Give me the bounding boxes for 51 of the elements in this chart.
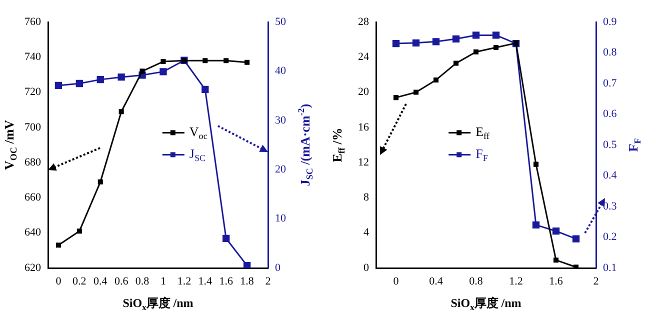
y2-tick-label: 0.6 xyxy=(603,108,618,120)
y2-axis-title: JSC /(mA·cm-2) xyxy=(296,104,314,186)
x-tick-label: 0.8 xyxy=(135,275,150,288)
x-tick-label: 0.4 xyxy=(94,275,108,288)
y-axis-title: Eff /% xyxy=(329,128,346,162)
y2-tick-label: 0.1 xyxy=(603,262,617,274)
x-tick-label: 1.4 xyxy=(198,275,213,288)
x-tick-label: 0.6 xyxy=(114,275,129,288)
x-tick-label: 1.2 xyxy=(177,275,192,288)
x-tick-label: 1.8 xyxy=(240,275,254,288)
y-tick-label: 720 xyxy=(24,86,42,98)
y-tick-label: 0 xyxy=(364,262,370,274)
y-axis-title: VOC /mV xyxy=(1,119,18,170)
y2-tick-label: 0.2 xyxy=(603,231,617,244)
y-tick-label: 28 xyxy=(358,16,370,28)
y-tick-label: 760 xyxy=(24,16,42,28)
y2-tick-label: 10 xyxy=(275,212,286,225)
y2-tick-label: 0.9 xyxy=(603,16,618,28)
y-tick-label: 4 xyxy=(364,226,370,239)
y2-tick-label: 0 xyxy=(275,262,281,274)
y2-tick-label: 0.7 xyxy=(603,77,618,90)
x-tick-label: 0 xyxy=(56,275,62,288)
y2-tick-label: 20 xyxy=(275,163,286,176)
x-tick-label: 0.4 xyxy=(429,275,444,288)
y2-axis-title: FF xyxy=(625,138,642,152)
y-tick-label: 640 xyxy=(24,226,42,239)
y2-tick-label: 30 xyxy=(275,114,286,126)
y-tick-label: 700 xyxy=(24,121,42,134)
y-tick-label: 8 xyxy=(364,192,370,204)
y-tick-label: 12 xyxy=(358,156,369,168)
y-tick-label: 620 xyxy=(24,262,42,274)
y-tick-label: 16 xyxy=(358,121,370,134)
y2-tick-label: 40 xyxy=(275,65,286,78)
x-tick-label: 2 xyxy=(265,275,271,288)
x-tick-label: 1.6 xyxy=(549,275,564,288)
x-tick-label: 0.8 xyxy=(469,275,484,288)
y2-tick-label: 0.5 xyxy=(603,138,618,151)
y-tick-label: 20 xyxy=(358,86,370,98)
y-tick-label: 740 xyxy=(24,51,42,64)
y-tick-label: 680 xyxy=(24,156,42,168)
x-tick-label: 1.2 xyxy=(509,275,523,288)
y-tick-label: 660 xyxy=(24,192,42,204)
y2-tick-label: 0.4 xyxy=(603,170,618,182)
x-tick-label: 2 xyxy=(593,275,599,288)
x-tick-label: 0 xyxy=(393,275,400,288)
x-tick-label: 1 xyxy=(160,275,166,288)
y-tick-label: 24 xyxy=(358,51,370,64)
x-tick-label: 1.6 xyxy=(219,275,234,288)
y2-tick-label: 50 xyxy=(275,16,286,28)
y2-tick-label: 0.8 xyxy=(603,46,618,59)
x-tick-label: 0.2 xyxy=(72,275,86,288)
